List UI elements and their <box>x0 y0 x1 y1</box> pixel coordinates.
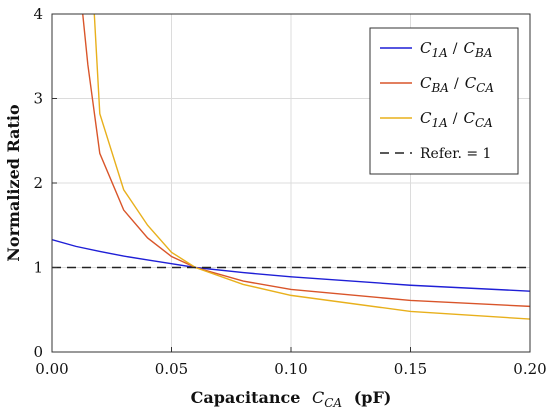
legend-entry: C1A / CBA <box>420 39 493 60</box>
y-tick-label: 1 <box>33 259 43 277</box>
series-line-3 <box>93 14 530 320</box>
legend-entry: Refer. = 1 <box>420 146 491 162</box>
x-tick-label: 0.00 <box>35 360 68 378</box>
x-axis-label: Capacitance CCA (pF) <box>191 388 392 411</box>
x-tick-label: 0.20 <box>513 360 546 378</box>
y-tick-label: 4 <box>33 5 43 23</box>
x-tick-label: 0.10 <box>274 360 307 378</box>
x-tick-label: 0.05 <box>155 360 188 378</box>
x-axis-label-var: C <box>312 388 324 407</box>
x-axis-label-unit: (pF) <box>354 388 392 407</box>
legend-entry: CBA / CCA <box>420 74 494 95</box>
x-tick-labels: 0.00 0.05 0.10 0.15 0.20 <box>35 347 547 378</box>
series-layer <box>52 14 530 320</box>
legend-entry: C1A / CCA <box>420 109 493 130</box>
series-line-2 <box>82 14 530 308</box>
x-axis-label-sub: CA <box>324 396 342 410</box>
series-line-1 <box>52 238 530 292</box>
legend-box <box>369 27 519 175</box>
y-tick-label: 3 <box>33 90 43 108</box>
legend: C1A / CBA CBA / CCA C1A / CCA Refer. = 1 <box>369 27 519 175</box>
y-tick-label: 2 <box>33 174 43 192</box>
y-tick-labels: 0 1 2 3 4 <box>33 5 57 361</box>
x-axis-label-prefix: Capacitance <box>191 388 301 407</box>
y-tick-label: 0 <box>33 343 43 361</box>
x-tick-label: 0.15 <box>394 360 427 378</box>
y-axis-label: Normalized Ratio <box>4 104 23 262</box>
